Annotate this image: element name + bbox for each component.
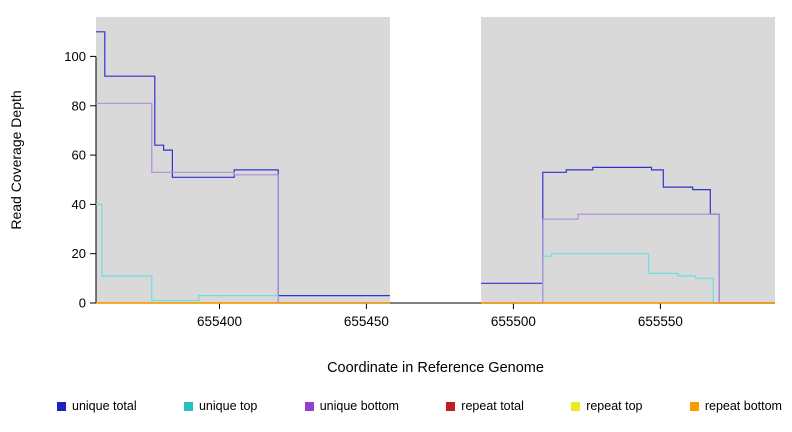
series-line-unique-total <box>96 31 390 297</box>
y-tick-label: 80 <box>72 98 86 113</box>
legend-label: repeat total <box>461 399 524 413</box>
legend: unique total unique top unique bottom repea… <box>0 399 792 413</box>
legend-label: repeat top <box>586 399 643 413</box>
legend-label: unique bottom <box>319 399 399 413</box>
legend-swatch-icon <box>689 401 699 411</box>
series-line-unique-bottom <box>96 102 390 304</box>
legend-item-unique-bottom: unique bottom <box>304 399 399 413</box>
legend-label: repeat bottom <box>704 399 782 413</box>
x-tick-label: 655500 <box>491 314 536 329</box>
x-axis-label: Coordinate in Reference Genome <box>327 360 544 376</box>
series-line-unique-top <box>481 253 775 304</box>
legend-swatch-icon <box>183 401 193 411</box>
legend-swatch-icon <box>304 401 314 411</box>
x-tick-label: 655550 <box>638 314 683 329</box>
y-tick-label: 40 <box>72 197 86 212</box>
legend-swatch-icon <box>446 401 456 411</box>
plot-background-region <box>481 17 775 303</box>
y-axis-label: Read Coverage Depth <box>8 90 24 230</box>
x-tick-label: 655450 <box>344 314 389 329</box>
x-tick-label: 655400 <box>197 314 242 329</box>
series-line-unique-bottom <box>481 213 775 304</box>
y-tick-label: 0 <box>79 296 86 311</box>
plot-background-region <box>96 17 390 303</box>
y-tick-label: 100 <box>64 49 86 64</box>
legend-swatch-icon <box>57 401 66 411</box>
legend-label: unique top <box>198 399 258 413</box>
legend-item-repeat-total: repeat total <box>446 399 524 413</box>
legend-item-repeat-bottom: repeat bottom <box>689 399 782 413</box>
legend-swatch-icon <box>571 401 581 411</box>
legend-label: unique total <box>72 399 137 413</box>
legend-item-unique-top: unique top <box>183 399 258 413</box>
y-tick-label: 20 <box>72 246 86 261</box>
legend-item-repeat-top: repeat top <box>571 399 642 413</box>
legend-item-unique-total: unique total <box>57 399 137 413</box>
y-tick-label: 60 <box>72 148 86 163</box>
